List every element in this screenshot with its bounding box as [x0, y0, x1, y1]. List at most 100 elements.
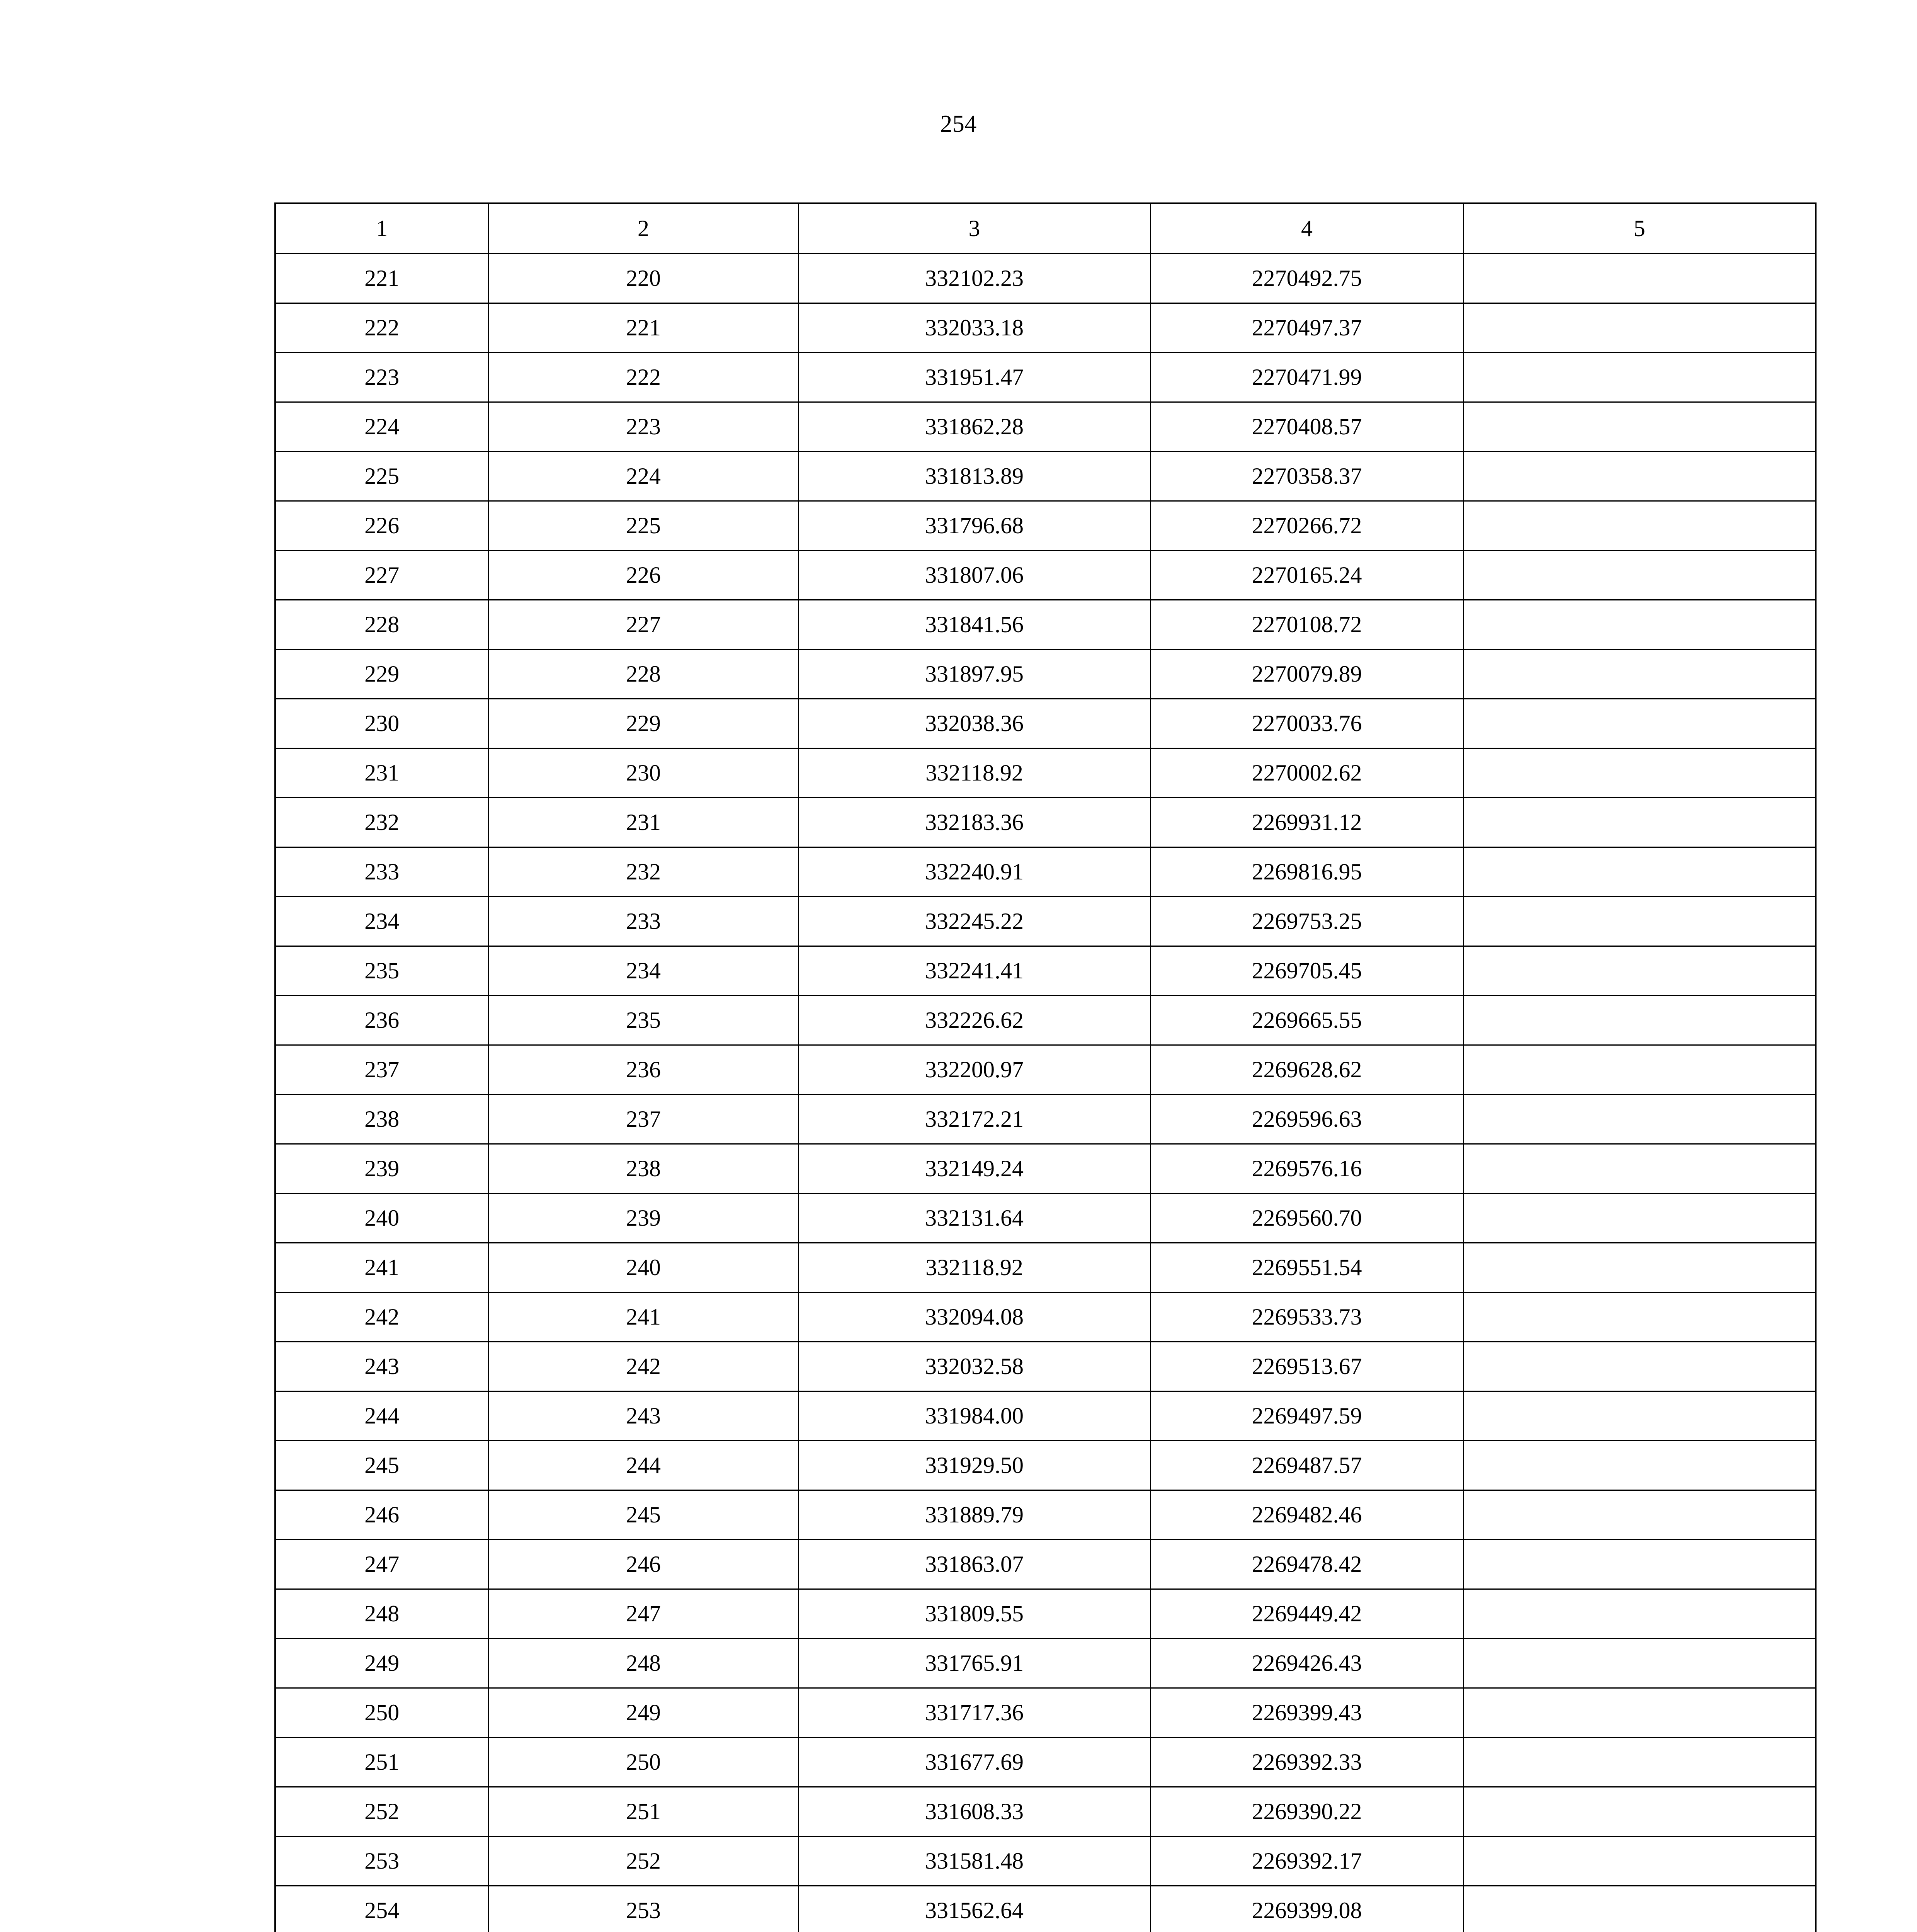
table-cell-col4: 2269399.08 — [1150, 1885, 1464, 1932]
table-cell-col3: 331813.89 — [798, 451, 1151, 502]
table-cell-col3: 332226.62 — [798, 995, 1151, 1046]
table-cell-col1: 222 — [274, 302, 489, 353]
table-cell-col4: 2269392.33 — [1150, 1736, 1464, 1787]
table-row: 243 242 332032.58 2269513.67 — [274, 1341, 1817, 1392]
table-row: 228 227 331841.56 2270108.72 — [274, 599, 1817, 650]
table-cell-col2: 243 — [488, 1390, 799, 1441]
column-header-2: 2 — [488, 202, 799, 254]
table-cell-col4: 2269576.16 — [1150, 1143, 1464, 1194]
table-cell-col5 — [1463, 500, 1817, 551]
table-cell-col1: 235 — [274, 945, 489, 996]
table-cell-col5 — [1463, 1588, 1817, 1639]
table-cell-col1: 221 — [274, 253, 489, 304]
table-cell-col2: 227 — [488, 599, 799, 650]
table-cell-col4: 2270033.76 — [1150, 698, 1464, 749]
table-cell-col5 — [1463, 747, 1817, 798]
table-row: 251 250 331677.69 2269392.33 — [274, 1736, 1817, 1787]
table-cell-col2: 244 — [488, 1440, 799, 1491]
table-cell-col1: 224 — [274, 401, 489, 452]
table-cell-col4: 2270471.99 — [1150, 352, 1464, 403]
table-body: 221 220 332102.23 2270492.75 222 221 332033.18… — [274, 253, 1817, 1932]
table-cell-col4: 2269487.57 — [1150, 1440, 1464, 1491]
table-row: 234 233 332245.22 2269753.25 — [274, 896, 1817, 947]
table-row: 231 230 332118.92 2270002.62 — [274, 747, 1817, 798]
table-cell-col4: 2269513.67 — [1150, 1341, 1464, 1392]
table-cell-col4: 2270358.37 — [1150, 451, 1464, 502]
table-cell-col2: 253 — [488, 1885, 799, 1932]
table-row: 241 240 332118.92 2269551.54 — [274, 1242, 1817, 1293]
table-cell-col1: 223 — [274, 352, 489, 403]
table-cell-col1: 233 — [274, 846, 489, 897]
table-cell-col4: 2270408.57 — [1150, 401, 1464, 452]
table-cell-col2: 241 — [488, 1291, 799, 1342]
table-cell-col3: 332241.41 — [798, 945, 1151, 996]
table-cell-col1: 230 — [274, 698, 489, 749]
table-cell-col1: 227 — [274, 549, 489, 600]
table-cell-col4: 2270165.24 — [1150, 549, 1464, 600]
table-cell-col5 — [1463, 1885, 1817, 1932]
table-cell-col1: 243 — [274, 1341, 489, 1392]
table-cell-col2: 245 — [488, 1489, 799, 1540]
table-cell-col5 — [1463, 1835, 1817, 1886]
table-cell-col1: 251 — [274, 1736, 489, 1787]
table-cell-col3: 332200.97 — [798, 1044, 1151, 1095]
table-cell-col4: 2270497.37 — [1150, 302, 1464, 353]
table-cell-col5 — [1463, 846, 1817, 897]
table-cell-col3: 331796.68 — [798, 500, 1151, 551]
table-cell-col1: 249 — [274, 1638, 489, 1689]
table-cell-col2: 221 — [488, 302, 799, 353]
table-cell-col3: 332131.64 — [798, 1192, 1151, 1243]
table-cell-col4: 2269665.55 — [1150, 995, 1464, 1046]
table-row: 239 238 332149.24 2269576.16 — [274, 1143, 1817, 1194]
table-cell-col5 — [1463, 1341, 1817, 1392]
table-cell-col2: 225 — [488, 500, 799, 551]
table-cell-col5 — [1463, 945, 1817, 996]
table-cell-col4: 2269596.63 — [1150, 1094, 1464, 1145]
table-cell-col1: 234 — [274, 896, 489, 947]
table-cell-col2: 232 — [488, 846, 799, 897]
table-cell-col5 — [1463, 1489, 1817, 1540]
table-cell-col4: 2269478.42 — [1150, 1539, 1464, 1590]
table-cell-col3: 332038.36 — [798, 698, 1151, 749]
table-cell-col3: 331889.79 — [798, 1489, 1151, 1540]
table-cell-col1: 240 — [274, 1192, 489, 1243]
table-cell-col4: 2270079.89 — [1150, 648, 1464, 699]
table-cell-col3: 331608.33 — [798, 1786, 1151, 1837]
table-row: 240 239 332131.64 2269560.70 — [274, 1192, 1817, 1243]
table-cell-col3: 331984.00 — [798, 1390, 1151, 1441]
table-row: 223 222 331951.47 2270471.99 — [274, 352, 1817, 403]
table-cell-col2: 220 — [488, 253, 799, 304]
table-cell-col5 — [1463, 253, 1817, 304]
table-cell-col2: 250 — [488, 1736, 799, 1787]
table-cell-col2: 252 — [488, 1835, 799, 1886]
table-cell-col3: 331862.28 — [798, 401, 1151, 452]
table-cell-col5 — [1463, 1786, 1817, 1837]
table-cell-col1: 225 — [274, 451, 489, 502]
table-cell-col5 — [1463, 1736, 1817, 1787]
coordinate-table: 1 2 3 4 5 221 220 332102.23 2270492.75 222 22… — [274, 202, 1817, 1932]
table-cell-col4: 2269392.17 — [1150, 1835, 1464, 1886]
table-cell-col1: 242 — [274, 1291, 489, 1342]
table-cell-col1: 252 — [274, 1786, 489, 1837]
table-row: 247 246 331863.07 2269478.42 — [274, 1539, 1817, 1590]
table-cell-col3: 331717.36 — [798, 1687, 1151, 1738]
table-cell-col2: 230 — [488, 747, 799, 798]
table-cell-col5 — [1463, 1440, 1817, 1491]
table-cell-col5 — [1463, 1687, 1817, 1738]
table-cell-col3: 331897.95 — [798, 648, 1151, 699]
table-row: 252 251 331608.33 2269390.22 — [274, 1786, 1817, 1837]
table-cell-col4: 2269551.54 — [1150, 1242, 1464, 1293]
table-cell-col1: 246 — [274, 1489, 489, 1540]
table-row: 254 253 331562.64 2269399.08 — [274, 1885, 1817, 1932]
table-cell-col5 — [1463, 1638, 1817, 1689]
table-row: 227 226 331807.06 2270165.24 — [274, 549, 1817, 600]
table-cell-col4: 2269390.22 — [1150, 1786, 1464, 1837]
table-cell-col1: 238 — [274, 1094, 489, 1145]
table-row: 237 236 332200.97 2269628.62 — [274, 1044, 1817, 1095]
table-row: 226 225 331796.68 2270266.72 — [274, 500, 1817, 551]
table-cell-col4: 2269497.59 — [1150, 1390, 1464, 1441]
table-cell-col5 — [1463, 1094, 1817, 1145]
table-cell-col2: 240 — [488, 1242, 799, 1293]
table-cell-col2: 223 — [488, 401, 799, 452]
